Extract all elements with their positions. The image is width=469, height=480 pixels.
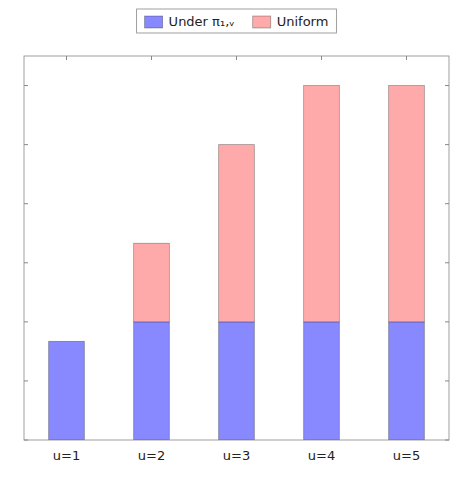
y-tick [24, 321, 28, 322]
x-tick-label: u=5 [393, 448, 420, 463]
bar [389, 86, 425, 322]
bar [49, 341, 85, 342]
y-tick [24, 380, 28, 381]
x-tick [151, 56, 152, 60]
bar [49, 341, 85, 440]
y-tick [445, 262, 449, 263]
chart: u=1 u=2 u=3 u=4 u=5 Under π₁,ᵥ Uniform [0, 0, 469, 480]
x-tick-label: u=3 [223, 448, 250, 463]
legend-frame [137, 9, 337, 33]
legend: Under π₁,ᵥ Uniform [137, 9, 337, 33]
x-tick [321, 56, 322, 60]
y-tick [24, 440, 28, 441]
legend-swatch [145, 16, 163, 28]
bar [134, 243, 170, 322]
y-tick [445, 85, 449, 86]
y-tick [445, 203, 449, 204]
x-tick-label: u=1 [53, 448, 80, 463]
legend-label: Under π₁,ᵥ [169, 14, 235, 29]
y-tick [445, 440, 449, 441]
legend-label: Uniform [277, 14, 329, 29]
bar [219, 322, 255, 440]
x-tick [406, 56, 407, 60]
bar [304, 86, 340, 322]
bar [304, 322, 340, 440]
y-tick [24, 262, 28, 263]
bar [219, 145, 255, 322]
bars [49, 86, 425, 440]
legend-swatch [253, 16, 271, 28]
y-tick [24, 144, 28, 145]
y-tick [24, 203, 28, 204]
x-tick [66, 56, 67, 60]
x-tick-label: u=4 [308, 448, 335, 463]
plot-frame [24, 56, 449, 440]
y-tick [445, 380, 449, 381]
x-tick [236, 56, 237, 60]
bar [134, 322, 170, 440]
y-tick [445, 321, 449, 322]
y-tick [445, 144, 449, 145]
bar [389, 322, 425, 440]
y-tick [24, 85, 28, 86]
x-tick-label: u=2 [138, 448, 165, 463]
